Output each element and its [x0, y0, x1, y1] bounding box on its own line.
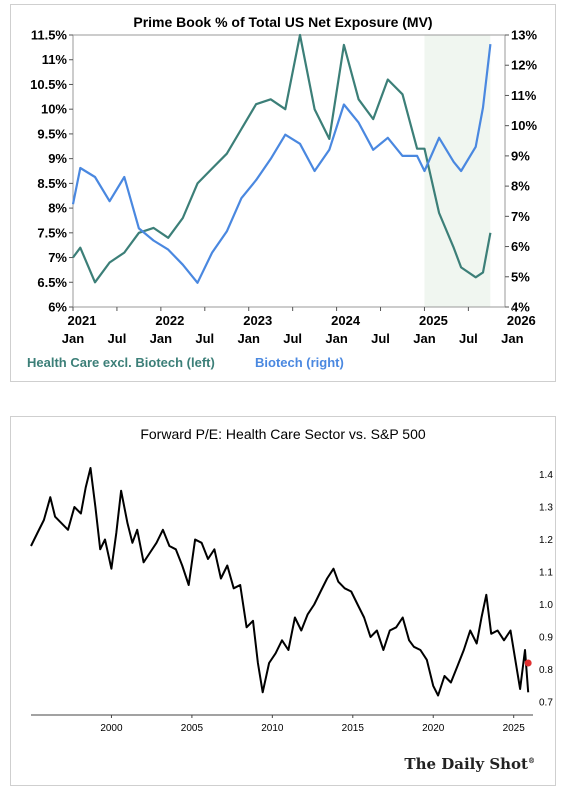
x-tick-label: Jan [150, 331, 172, 346]
x-tick-label: Jan [501, 331, 523, 346]
brand-mark: ® [528, 756, 535, 765]
y-tick-label: 0.9 [539, 633, 553, 644]
x-year-label: 2022 [155, 313, 184, 328]
y-tick-label: 0.8 [539, 665, 553, 676]
x-tick-label: 2005 [181, 723, 204, 734]
left-tick-label: 8% [48, 201, 67, 216]
chart2-title: Forward P/E: Health Care Sector vs. S&P … [140, 426, 426, 442]
x-tick-label: 2020 [422, 723, 445, 734]
x-tick-label: Jul [371, 331, 390, 346]
y-tick-label: 1.3 [539, 503, 553, 514]
left-tick-label: 8.5% [37, 176, 67, 191]
y-tick-label: 1.0 [539, 600, 553, 611]
x-tick-label: Jul [108, 331, 127, 346]
y-tick-label: 1.1 [539, 568, 553, 579]
right-tick-label: 6% [511, 239, 530, 254]
right-tick-label: 13% [511, 28, 537, 43]
y-tick-label: 1.2 [539, 535, 553, 546]
prime-book-chart: Prime Book % of Total US Net Exposure (M… [27, 14, 537, 370]
left-tick-label: 6% [48, 300, 67, 315]
x-year-label: 2021 [68, 313, 97, 328]
y-tick-label: 0.7 [539, 698, 553, 709]
left-tick-label: 11% [42, 52, 68, 67]
the-daily-shot-logo: The Daily Shot® [404, 755, 535, 773]
forward-pe-line [30, 467, 530, 697]
x-tick-label: Jul [283, 331, 302, 346]
x-tick-label: 2010 [261, 723, 284, 734]
forward-pe-chart-panel: Forward P/E: Health Care Sector vs. S&P … [10, 416, 556, 786]
right-tick-label: 8% [511, 179, 530, 194]
legend-health-care: Health Care excl. Biotech (left) [27, 355, 215, 370]
x-tick-label: 2015 [342, 723, 365, 734]
x-year-label: 2024 [331, 313, 361, 328]
chart1-title: Prime Book % of Total US Net Exposure (M… [133, 14, 432, 30]
right-tick-label: 5% [511, 269, 530, 284]
forward-pe-chart: Forward P/E: Health Care Sector vs. S&P … [30, 426, 553, 734]
right-tick-label: 12% [511, 58, 537, 73]
right-tick-label: 10% [511, 118, 537, 133]
x-tick-label: 2000 [100, 723, 123, 734]
health-care-line [72, 33, 492, 284]
left-tick-label: 7% [48, 250, 67, 265]
x-tick-label: Jul [459, 331, 478, 346]
left-tick-label: 10.5% [30, 77, 67, 92]
biotech-line [71, 43, 492, 284]
x-tick-label: Jan [238, 331, 260, 346]
right-tick-label: 4% [511, 300, 530, 315]
left-tick-label: 7.5% [37, 225, 67, 240]
x-tick-label: 2025 [503, 723, 526, 734]
legend-biotech: Biotech (right) [255, 355, 344, 370]
brand-text: The Daily Shot [404, 755, 528, 773]
y-tick-label: 1.4 [539, 470, 553, 481]
shaded-region [424, 35, 491, 307]
prime-book-chart-panel: Prime Book % of Total US Net Exposure (M… [10, 4, 556, 382]
latest-value-marker [524, 659, 532, 667]
right-tick-label: 11% [511, 88, 537, 103]
x-tick-label: Jan [62, 331, 84, 346]
left-tick-label: 10% [41, 102, 67, 117]
right-tick-label: 9% [511, 148, 530, 163]
left-tick-label: 11.5% [31, 28, 68, 43]
x-tick-label: Jan [325, 331, 347, 346]
left-tick-label: 6.5% [37, 275, 67, 290]
plot-frame [72, 34, 506, 308]
x-year-label: 2026 [507, 313, 536, 328]
right-tick-label: 7% [511, 209, 530, 224]
left-tick-label: 9% [48, 151, 67, 166]
x-year-label: 2025 [419, 313, 448, 328]
x-tick-label: Jan [413, 331, 435, 346]
x-tick-label: Jul [195, 331, 214, 346]
left-tick-label: 9.5% [37, 126, 67, 141]
x-year-label: 2023 [243, 313, 272, 328]
